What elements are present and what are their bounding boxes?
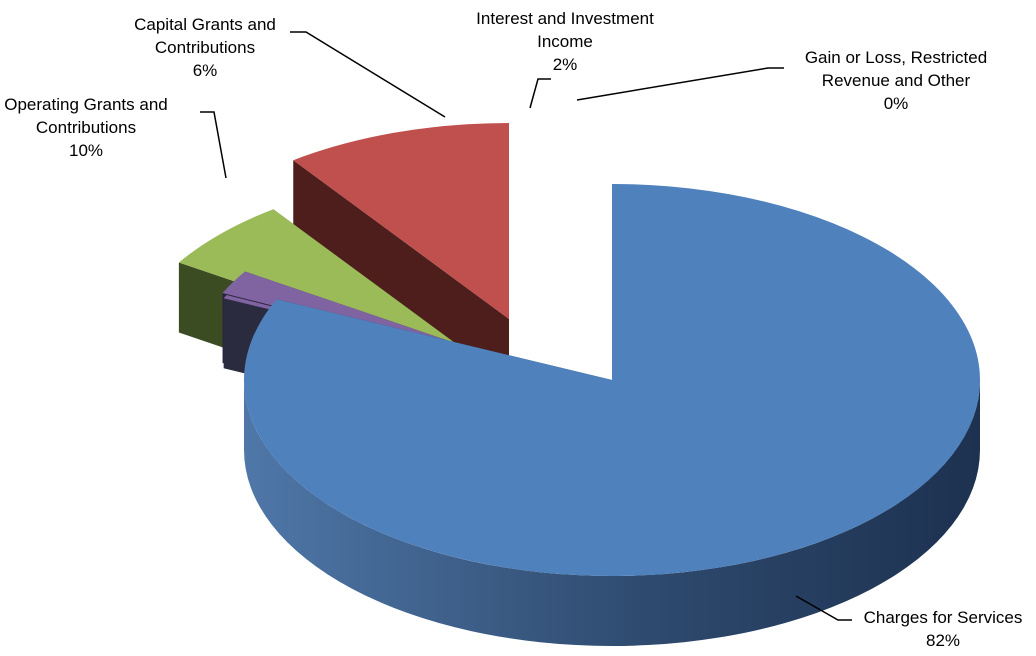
slice-name-1: Revenue and Other — [822, 71, 971, 90]
slice-label-2: Interest and Investment Income 2% — [476, 9, 654, 74]
slice-percent-4: 10% — [69, 141, 103, 160]
slice-name-0: Charges for Services — [864, 608, 1023, 627]
slice-side-0 — [244, 380, 980, 646]
slice-label-3: Capital Grants and Contributions 6% — [134, 15, 276, 80]
slice-label-0: Charges for Services 82% — [864, 608, 1023, 650]
slice-percent-1: 0% — [884, 94, 909, 113]
slice-wall-4-0 — [293, 160, 509, 389]
slice-labels: Charges for Services 82% Gain or Loss, Res… — [4, 9, 1022, 650]
slice-percent-0: 82% — [926, 631, 960, 650]
pie-slice-0 — [244, 184, 981, 646]
slice-percent-3: 6% — [193, 61, 218, 80]
pie-slices — [178, 123, 981, 646]
slice-name-2: Interest and Investment — [476, 9, 654, 28]
leader-lines — [200, 31, 852, 621]
leader-line-1 — [576, 67, 784, 101]
pie-slice-4 — [293, 123, 509, 389]
slice-top-0 — [244, 184, 981, 576]
slice-percent-2: 2% — [553, 55, 578, 74]
slice-name-2: Income — [537, 32, 593, 51]
slice-name-1: Gain or Loss, Restricted — [805, 48, 987, 67]
slice-name-3: Capital Grants and — [134, 15, 276, 34]
slice-name-3: Contributions — [155, 38, 255, 57]
slice-top-4 — [293, 123, 509, 319]
slice-label-4: Operating Grants and Contributions 10% — [4, 95, 167, 160]
leader-line-0 — [795, 595, 852, 621]
slice-name-4: Operating Grants and — [4, 95, 167, 114]
leader-line-4 — [200, 111, 227, 179]
slice-name-4: Contributions — [36, 118, 136, 137]
slice-label-1: Gain or Loss, Restricted Revenue and Othe… — [805, 48, 987, 113]
leader-line-3 — [290, 31, 446, 118]
leader-line-2 — [529, 78, 551, 109]
